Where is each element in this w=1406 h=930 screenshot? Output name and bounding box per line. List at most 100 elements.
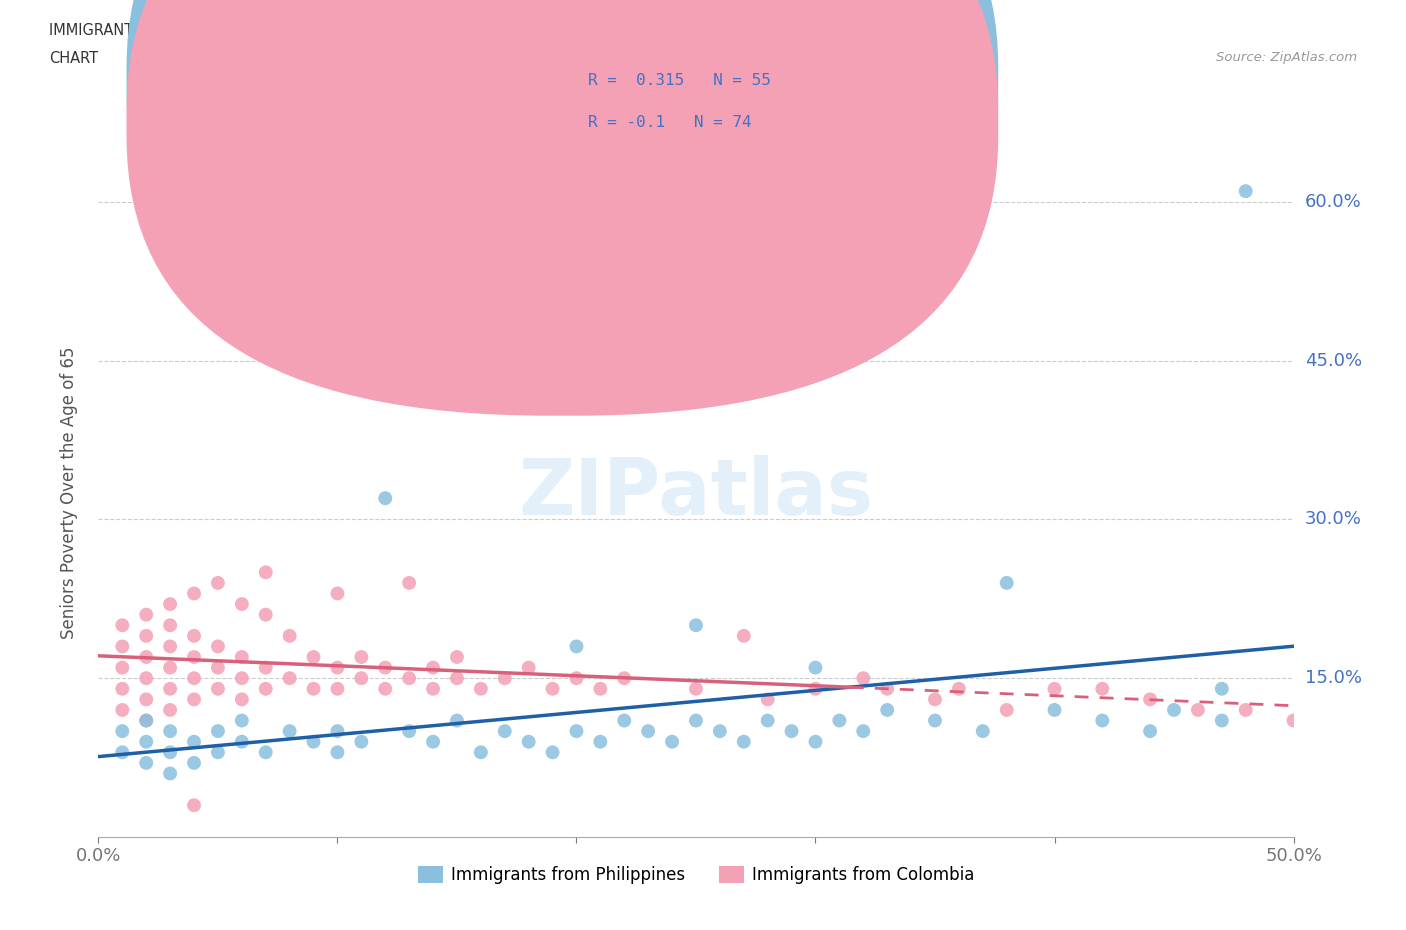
Point xyxy=(231,597,253,612)
Point xyxy=(852,671,875,685)
Point xyxy=(135,713,157,728)
Point xyxy=(159,702,181,717)
Point xyxy=(1139,692,1161,707)
Point xyxy=(135,735,157,750)
Point xyxy=(398,724,420,738)
Point xyxy=(278,629,301,644)
Point xyxy=(948,682,970,697)
Point xyxy=(183,692,205,707)
Point xyxy=(183,629,205,644)
Point xyxy=(111,660,134,675)
Point xyxy=(398,671,420,685)
Point xyxy=(613,671,636,685)
Point xyxy=(254,745,277,760)
Y-axis label: Seniors Poverty Over the Age of 65: Seniors Poverty Over the Age of 65 xyxy=(59,347,77,639)
Text: R =  0.315   N = 55: R = 0.315 N = 55 xyxy=(588,73,770,88)
Point xyxy=(207,660,229,675)
Point xyxy=(183,671,205,685)
Text: CHART: CHART xyxy=(49,51,98,66)
Point xyxy=(1211,682,1233,697)
Point xyxy=(733,629,755,644)
Point xyxy=(231,735,253,750)
Point xyxy=(183,755,205,770)
Point xyxy=(685,618,707,632)
Point xyxy=(207,682,229,697)
Legend: Immigrants from Philippines, Immigrants from Colombia: Immigrants from Philippines, Immigrants … xyxy=(411,859,981,891)
Point xyxy=(302,682,325,697)
Point xyxy=(350,735,373,750)
Point xyxy=(1187,702,1209,717)
Point xyxy=(541,745,564,760)
Point xyxy=(876,702,898,717)
Point xyxy=(326,745,349,760)
Point xyxy=(374,491,396,506)
Point xyxy=(924,692,946,707)
Point xyxy=(422,682,444,697)
Point xyxy=(517,735,540,750)
Point xyxy=(278,671,301,685)
Text: R = -0.1   N = 74: R = -0.1 N = 74 xyxy=(588,115,751,130)
Point xyxy=(350,649,373,664)
Point xyxy=(374,660,396,675)
Text: Source: ZipAtlas.com: Source: ZipAtlas.com xyxy=(1216,51,1357,64)
Point xyxy=(111,724,134,738)
Point xyxy=(183,586,205,601)
Point xyxy=(804,660,827,675)
Point xyxy=(374,682,396,697)
Point xyxy=(995,702,1018,717)
Point xyxy=(1043,702,1066,717)
Point xyxy=(685,713,707,728)
Point xyxy=(661,735,683,750)
Point xyxy=(302,649,325,664)
Point xyxy=(111,745,134,760)
Point xyxy=(709,724,731,738)
Point xyxy=(1139,724,1161,738)
Text: 30.0%: 30.0% xyxy=(1305,511,1361,528)
Point xyxy=(589,735,612,750)
Point xyxy=(804,682,827,697)
Point xyxy=(924,713,946,728)
Point xyxy=(1091,713,1114,728)
Point xyxy=(446,649,468,664)
Point xyxy=(422,660,444,675)
Point xyxy=(159,618,181,632)
Point xyxy=(1211,713,1233,728)
Point xyxy=(231,649,253,664)
Point xyxy=(828,713,851,728)
Point xyxy=(254,607,277,622)
Point xyxy=(159,597,181,612)
Point xyxy=(278,724,301,738)
Point xyxy=(637,724,659,738)
Point xyxy=(207,639,229,654)
Point xyxy=(183,798,205,813)
Point xyxy=(756,692,779,707)
Point xyxy=(111,682,134,697)
Point xyxy=(470,682,492,697)
Point xyxy=(159,766,181,781)
Point xyxy=(1234,702,1257,717)
Point xyxy=(446,713,468,728)
Point xyxy=(1234,184,1257,199)
Point xyxy=(804,735,827,750)
Point xyxy=(613,713,636,728)
Point xyxy=(733,735,755,750)
Point xyxy=(183,649,205,664)
Point xyxy=(111,702,134,717)
Text: ZIPatlas: ZIPatlas xyxy=(519,455,873,531)
Point xyxy=(470,745,492,760)
Point xyxy=(159,682,181,697)
Point xyxy=(565,724,588,738)
Point xyxy=(350,671,373,685)
Point xyxy=(422,735,444,750)
Point xyxy=(111,639,134,654)
Point xyxy=(876,682,898,697)
Point xyxy=(756,713,779,728)
Point xyxy=(302,735,325,750)
Point xyxy=(326,586,349,601)
Point xyxy=(972,724,994,738)
Point xyxy=(517,660,540,675)
Point xyxy=(326,724,349,738)
Point xyxy=(135,713,157,728)
Point xyxy=(565,671,588,685)
Text: 60.0%: 60.0% xyxy=(1305,193,1361,211)
